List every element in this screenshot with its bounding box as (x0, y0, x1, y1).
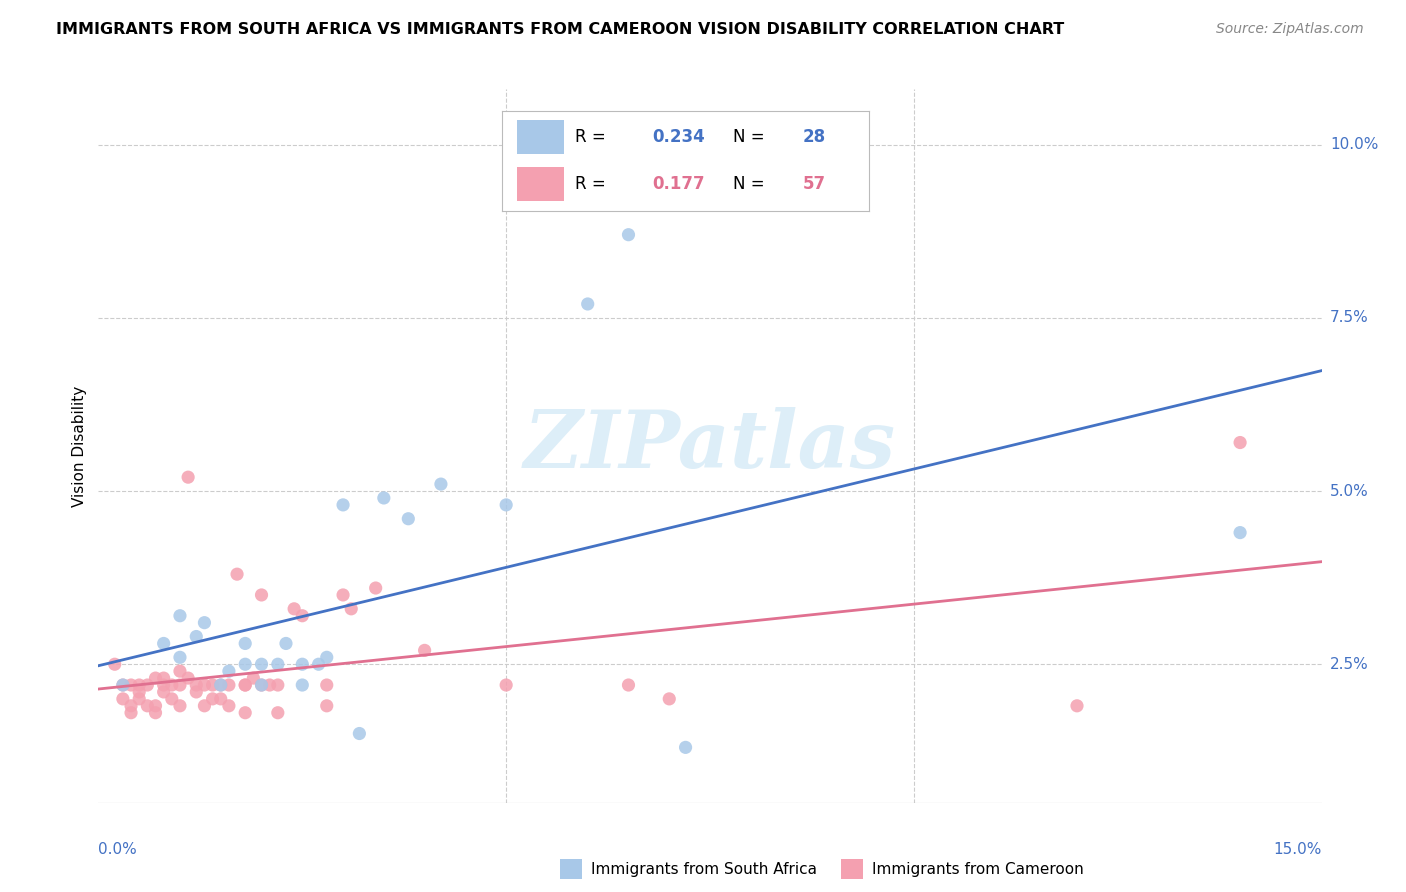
Point (315, 698, 337, 713)
Point (495, 678, 517, 692)
Point (128, 678, 150, 692)
Point (658, 691, 681, 706)
Point (218, 698, 240, 713)
Text: ZIPatlas: ZIPatlas (524, 408, 896, 484)
Text: 0.0%: 0.0% (98, 842, 138, 856)
Point (169, 664, 191, 678)
Point (495, 498, 517, 512)
Point (283, 602, 305, 616)
Point (169, 650, 191, 665)
Point (186, 678, 208, 692)
Point (152, 685, 174, 699)
Point (617, 227, 640, 242)
Point (104, 657, 127, 672)
Point (160, 678, 183, 692)
Point (120, 698, 142, 713)
Point (111, 678, 134, 692)
Point (136, 698, 159, 713)
Point (267, 657, 290, 672)
Point (193, 698, 215, 713)
Point (186, 685, 208, 699)
Point (315, 650, 337, 665)
Point (396, 512, 419, 526)
Point (169, 608, 191, 623)
Point (226, 567, 249, 582)
Point (413, 643, 436, 657)
Point (111, 691, 134, 706)
Point (617, 678, 640, 692)
Point (120, 678, 142, 692)
Point (209, 691, 232, 706)
Point (1229, 525, 1251, 540)
Point (250, 588, 273, 602)
Point (186, 630, 208, 644)
Point (160, 691, 183, 706)
Point (233, 657, 256, 672)
Point (315, 678, 337, 692)
Point (373, 491, 395, 505)
Point (145, 706, 167, 720)
Point (576, 297, 599, 311)
Point (233, 636, 256, 650)
Point (169, 678, 191, 692)
Point (145, 671, 167, 685)
Text: Immigrants from Cameroon: Immigrants from Cameroon (872, 863, 1084, 877)
Point (145, 698, 167, 713)
Text: 7.5%: 7.5% (1330, 310, 1368, 326)
Text: 5.0%: 5.0% (1330, 483, 1368, 499)
Point (250, 678, 273, 692)
Point (218, 664, 240, 678)
Point (430, 477, 453, 491)
Point (120, 706, 142, 720)
Point (1229, 435, 1251, 450)
Y-axis label: Vision Disability: Vision Disability (72, 385, 87, 507)
Point (364, 581, 387, 595)
Text: 10.0%: 10.0% (1330, 137, 1378, 153)
Point (218, 678, 240, 692)
Point (177, 470, 200, 484)
Point (349, 726, 371, 740)
Point (1066, 698, 1088, 713)
Point (152, 671, 174, 685)
Point (340, 602, 363, 616)
Point (675, 740, 697, 755)
Text: 15.0%: 15.0% (1274, 842, 1322, 856)
Point (291, 657, 314, 672)
Point (193, 615, 215, 630)
Point (152, 636, 174, 650)
Point (259, 678, 281, 692)
Point (128, 691, 150, 706)
Point (250, 657, 273, 672)
Point (136, 678, 159, 692)
Text: Immigrants from South Africa: Immigrants from South Africa (591, 863, 817, 877)
Point (233, 678, 256, 692)
Point (308, 657, 330, 672)
Point (242, 671, 264, 685)
Point (267, 678, 290, 692)
Point (233, 678, 256, 692)
Point (291, 678, 314, 692)
Point (177, 671, 200, 685)
Point (201, 691, 224, 706)
Point (111, 678, 134, 692)
Text: 2.5%: 2.5% (1330, 657, 1368, 672)
Point (233, 706, 256, 720)
Point (209, 678, 232, 692)
Point (267, 706, 290, 720)
Point (152, 678, 174, 692)
Point (201, 678, 224, 692)
Point (128, 685, 150, 699)
Point (274, 636, 297, 650)
Text: IMMIGRANTS FROM SOUTH AFRICA VS IMMIGRANTS FROM CAMEROON VISION DISABILITY CORRE: IMMIGRANTS FROM SOUTH AFRICA VS IMMIGRAN… (56, 22, 1064, 37)
Point (291, 608, 314, 623)
Point (332, 498, 354, 512)
Point (332, 588, 354, 602)
Text: Source: ZipAtlas.com: Source: ZipAtlas.com (1216, 22, 1364, 37)
Point (209, 678, 232, 692)
Point (250, 678, 273, 692)
Point (169, 698, 191, 713)
Point (193, 678, 215, 692)
